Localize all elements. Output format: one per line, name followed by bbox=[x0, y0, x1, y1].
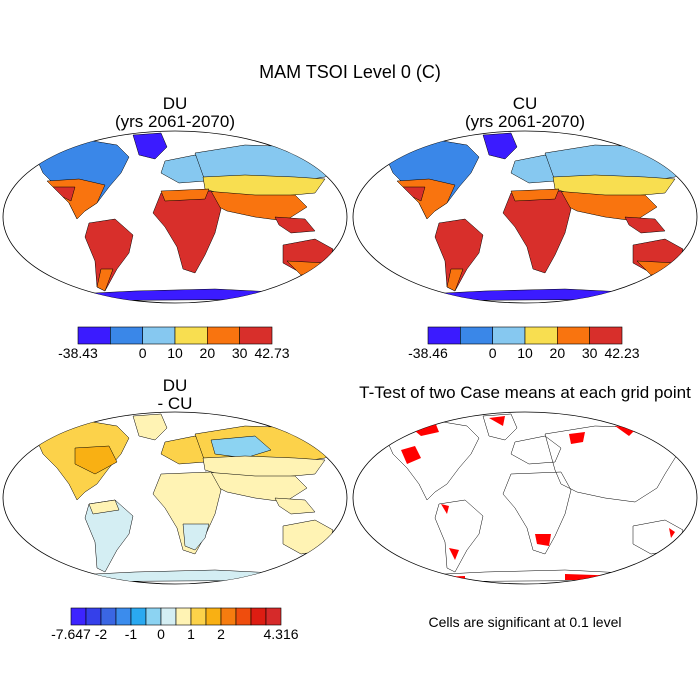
diff-bar-label: 2 bbox=[217, 626, 225, 642]
africa bbox=[502, 190, 572, 274]
colorbar-cu bbox=[427, 326, 623, 345]
figure-title: MAM TSOI Level 0 (C) bbox=[259, 62, 441, 82]
cu-bar-swatch bbox=[589, 326, 623, 345]
diff-bar-swatch bbox=[85, 607, 102, 626]
africa bbox=[502, 471, 572, 555]
north-america-southwest bbox=[52, 186, 76, 202]
map-panel-du bbox=[2, 130, 348, 304]
south-america bbox=[84, 218, 134, 292]
diff-bar-label: -1 bbox=[124, 626, 138, 642]
diff-bar-label: 4.316 bbox=[263, 626, 299, 642]
se-asia bbox=[274, 216, 316, 234]
south-america bbox=[434, 218, 484, 292]
antarctica bbox=[24, 288, 326, 302]
diff-bar-swatch bbox=[190, 607, 207, 626]
north-america bbox=[384, 421, 480, 501]
diff-bar-swatch bbox=[115, 607, 132, 626]
panel-du-subtitle: (yrs 2061-2070) bbox=[114, 112, 235, 131]
cu-bar-label: 42.23 bbox=[604, 345, 640, 361]
asia-mid bbox=[202, 455, 326, 479]
du-bar-swatch bbox=[110, 326, 143, 345]
se-asia bbox=[274, 497, 316, 515]
du-bar-swatch bbox=[239, 326, 273, 345]
panel-cu-title: CU (yrs 2061-2070) bbox=[400, 95, 650, 131]
du-bar-label: 10 bbox=[167, 345, 183, 361]
africa bbox=[152, 190, 222, 274]
cu-bar-swatch bbox=[492, 326, 526, 345]
diff-bar-swatch bbox=[265, 607, 282, 626]
cu-bar-label: 0 bbox=[488, 345, 497, 361]
south-america bbox=[434, 499, 484, 573]
du-bar-label: 20 bbox=[199, 345, 216, 361]
panel-diff-title: DU - CU bbox=[50, 377, 300, 413]
south-america-south bbox=[446, 268, 464, 292]
asia-central-cool bbox=[210, 435, 272, 459]
diff-bar-swatch bbox=[205, 607, 222, 626]
du-bar-label: -38.43 bbox=[58, 345, 98, 361]
panel-cu-subtitle: (yrs 2061-2070) bbox=[464, 112, 585, 131]
north-america-east bbox=[74, 445, 118, 475]
diff-bar-label: -7.647 bbox=[51, 626, 91, 642]
greenland bbox=[482, 132, 518, 160]
asia-mid bbox=[552, 174, 676, 198]
south-america bbox=[84, 499, 134, 573]
du-bar-label: 42.73 bbox=[254, 345, 290, 361]
diff-bar-label: 1 bbox=[187, 626, 195, 642]
cu-bar-label: 20 bbox=[549, 345, 566, 361]
panel-diff-name: DU bbox=[162, 376, 188, 395]
cu-bar-label: 10 bbox=[517, 345, 533, 361]
greenland bbox=[132, 132, 168, 160]
cu-bar-swatch bbox=[427, 326, 461, 345]
south-america-north bbox=[88, 499, 120, 515]
diff-bar-swatch bbox=[130, 607, 147, 626]
diff-bar-swatch bbox=[235, 607, 252, 626]
se-asia bbox=[624, 216, 666, 234]
colorbar-du bbox=[77, 326, 273, 345]
diff-bar-label: -2 bbox=[94, 626, 108, 642]
map-panel-cu bbox=[352, 130, 698, 304]
africa-north bbox=[160, 188, 210, 202]
asia-mid bbox=[202, 174, 326, 198]
greenland bbox=[482, 413, 518, 441]
antarctica bbox=[24, 569, 326, 583]
south-america-south bbox=[96, 268, 114, 292]
antarctica bbox=[374, 288, 676, 302]
du-bar-swatch bbox=[207, 326, 240, 345]
diff-bar-swatch bbox=[175, 607, 192, 626]
diff-bar-swatch bbox=[220, 607, 237, 626]
panel-du-title: DU (yrs 2061-2070) bbox=[50, 95, 300, 131]
cu-bar-label: -38.46 bbox=[408, 345, 448, 361]
cu-bar-swatch bbox=[524, 326, 558, 345]
diff-bar-swatch bbox=[250, 607, 267, 626]
greenland bbox=[132, 413, 168, 441]
du-bar-swatch bbox=[174, 326, 208, 345]
africa-north bbox=[510, 188, 560, 202]
panel-ttest-title: T-Test of two Case means at each grid po… bbox=[359, 383, 691, 402]
cu-bar-swatch bbox=[460, 326, 493, 345]
du-bar-swatch bbox=[77, 326, 111, 345]
cu-bar-label: 30 bbox=[581, 345, 598, 361]
north-america-southwest bbox=[402, 186, 426, 202]
map-panel-diff bbox=[2, 411, 348, 585]
du-bar-swatch bbox=[142, 326, 176, 345]
significance-note: Cells are significant at 0.1 level bbox=[428, 614, 622, 630]
diff-bar-swatch bbox=[70, 607, 87, 626]
panel-du-name: DU bbox=[162, 94, 188, 113]
diff-bar-swatch bbox=[160, 607, 177, 626]
cu-bar-swatch bbox=[557, 326, 590, 345]
colorbar-diff bbox=[70, 607, 282, 626]
map-panel-ttest bbox=[352, 411, 698, 585]
panel-cu-name: CU bbox=[512, 94, 538, 113]
africa-south bbox=[182, 523, 210, 551]
europe bbox=[510, 435, 562, 465]
diff-bar-swatch bbox=[100, 607, 117, 626]
diff-bar-label: 0 bbox=[157, 626, 165, 642]
du-bar-label: 0 bbox=[138, 345, 147, 361]
panel-diff-subtitle: - CU bbox=[157, 394, 193, 413]
du-bar-label: 30 bbox=[231, 345, 248, 361]
diff-bar-swatch bbox=[145, 607, 162, 626]
